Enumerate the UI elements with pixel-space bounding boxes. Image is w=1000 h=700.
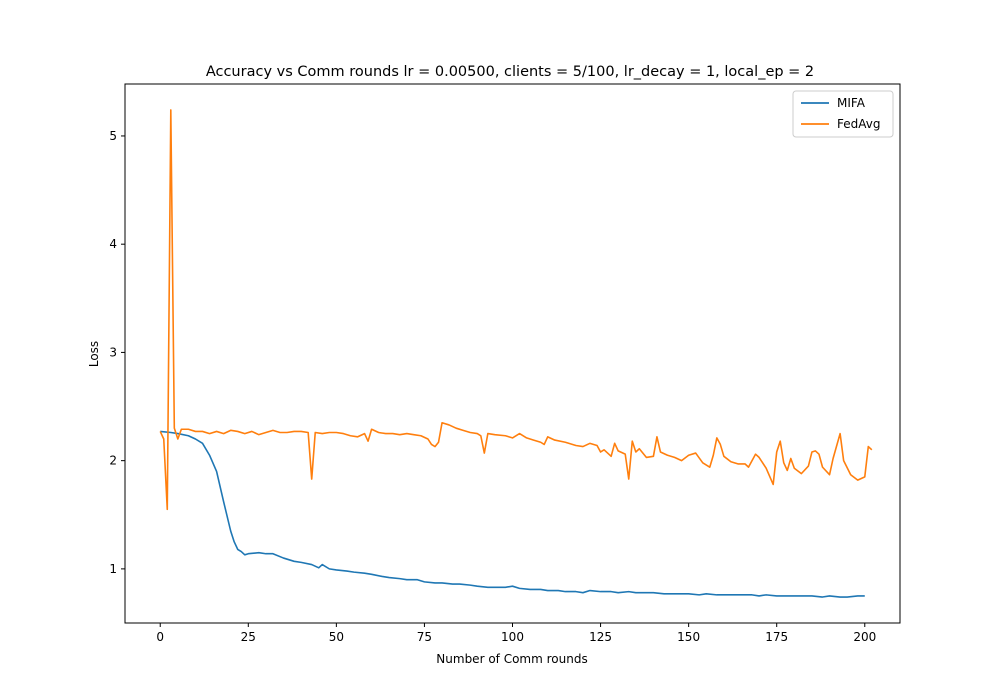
chart-title: Accuracy vs Comm rounds lr = 0.00500, cl… xyxy=(206,64,814,80)
series-layer xyxy=(159,109,873,598)
x-axis: 0 25 50 75 100 125 150 175 200 xyxy=(156,623,876,644)
x-tick-label: 200 xyxy=(853,630,876,644)
x-tick-label: 175 xyxy=(765,630,788,644)
x-axis-label: Number of Comm rounds xyxy=(436,652,587,666)
plot-area-frame xyxy=(124,83,901,624)
x-tick-label: 75 xyxy=(417,630,432,644)
x-tick-label: 100 xyxy=(501,630,524,644)
x-tick-label: 0 xyxy=(156,630,164,644)
y-tick-label: 4 xyxy=(109,237,117,251)
legend-label-fedavg: FedAvg xyxy=(837,117,880,131)
x-tick-label: 125 xyxy=(589,630,612,644)
series-line-mifa xyxy=(160,430,865,598)
y-axis-label: Loss xyxy=(87,341,101,367)
x-tick-label: 150 xyxy=(677,630,700,644)
y-tick-label: 3 xyxy=(109,345,117,359)
y-tick-label: 2 xyxy=(109,454,117,468)
x-tick-label: 50 xyxy=(329,630,344,644)
series-line-fedavg xyxy=(159,109,873,511)
legend: MIFA FedAvg xyxy=(792,90,894,138)
y-axis: 1 2 3 4 5 xyxy=(109,129,125,576)
x-tick-label: 25 xyxy=(241,630,256,644)
legend-label-mifa: MIFA xyxy=(837,96,866,110)
y-tick-label: 5 xyxy=(109,129,117,143)
y-tick-label: 1 xyxy=(109,562,117,576)
